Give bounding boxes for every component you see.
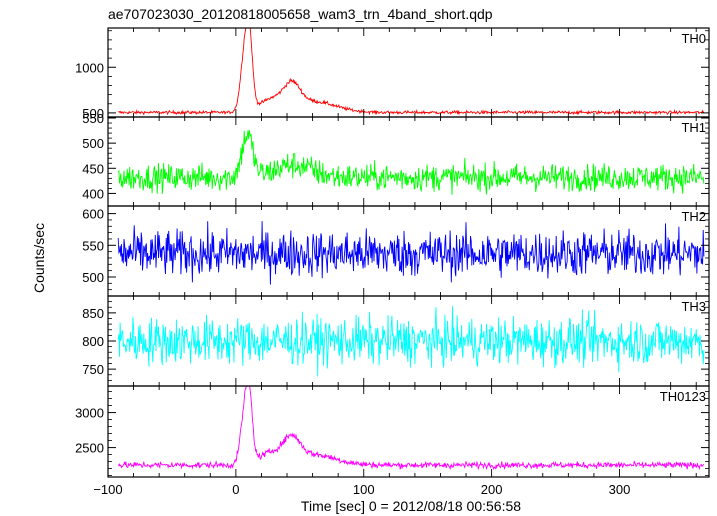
y-tick-label: 550 <box>82 111 104 126</box>
x-tick-label: 100 <box>353 482 375 497</box>
x-tick-label: 200 <box>481 482 503 497</box>
y-tick-label: 400 <box>82 186 104 201</box>
y-tick-label: 600 <box>82 207 104 222</box>
y-tick-label: 850 <box>82 306 104 321</box>
x-axis-label: Time [sec] 0 = 2012/08/18 00:56:58 <box>301 498 521 514</box>
panel-th0123: TH0123 2500 3000 <box>75 385 710 478</box>
y-tick-label: 3000 <box>75 406 104 421</box>
series-th1 <box>117 130 705 195</box>
y-tick-label: 750 <box>82 362 104 377</box>
chart-title: ae707023030_20120818005658_wam3_trn_4ban… <box>108 6 493 22</box>
panel-frame <box>107 27 710 118</box>
y-tick-label: 2500 <box>75 441 104 456</box>
panel-label: TH2 <box>681 209 706 224</box>
x-tick-label: 0 <box>232 482 239 497</box>
panel-label: TH1 <box>681 120 706 135</box>
series-th0123 <box>117 386 705 471</box>
y-tick-label: 500 <box>82 270 104 285</box>
x-tick-label: −100 <box>93 482 122 497</box>
y-tick-label: 450 <box>82 161 104 176</box>
panel-frame <box>107 385 710 478</box>
y-tick-label: 500 <box>82 106 104 121</box>
panel-label: TH0 <box>681 31 706 46</box>
y-axis-label: Counts/sec <box>31 223 47 293</box>
series-th0 <box>118 28 705 116</box>
panel-th3: TH3 750 800 850 <box>82 295 710 387</box>
y-tick-label: 800 <box>82 334 104 349</box>
y-tick-label: 550 <box>82 238 104 253</box>
x-tick-label: 300 <box>609 482 631 497</box>
panel-label: TH0123 <box>660 389 706 404</box>
panel-th0: TH0 500 1000 <box>75 27 710 121</box>
panel-th2: TH2 500 550 600 <box>82 205 710 297</box>
y-tick-label: 1000 <box>75 60 104 75</box>
panel-th1: TH1 400 450 500 550 <box>82 111 710 207</box>
panel-frame <box>107 116 710 207</box>
series-th2 <box>117 221 705 285</box>
y-tick-label: 500 <box>82 136 104 151</box>
panels-group: TH05001000TH1400450500550TH2500550600TH3… <box>75 27 710 497</box>
panel-label: TH3 <box>681 299 706 314</box>
series-th3 <box>117 305 705 377</box>
